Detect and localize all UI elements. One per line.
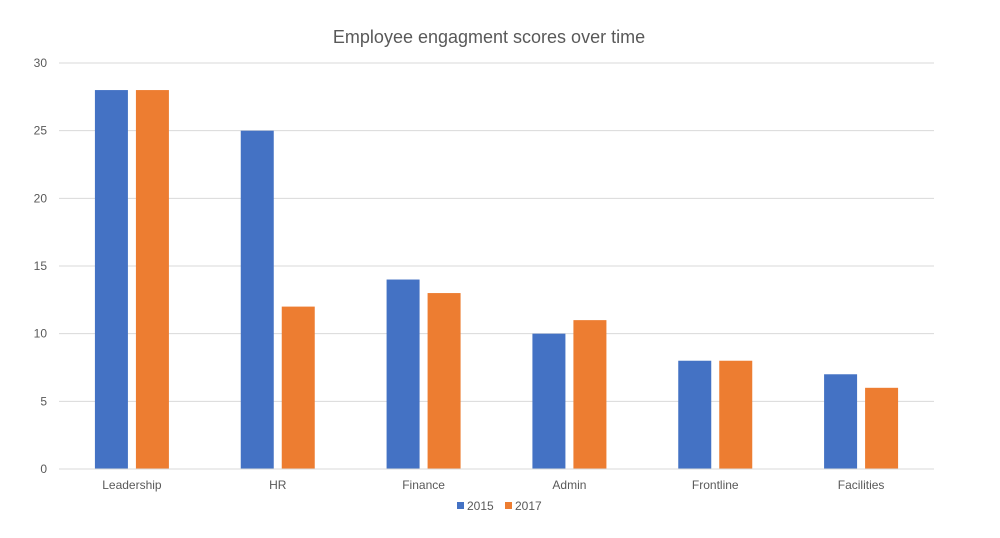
y-tick-label: 30: [34, 56, 48, 70]
category-label: HR: [269, 478, 287, 492]
bar-admin-2015: [532, 333, 566, 469]
legend: 2015 2017: [457, 499, 542, 513]
bar-hr-2015: [240, 130, 274, 469]
legend-label: 2015: [467, 499, 494, 513]
category-label: Admin: [552, 478, 586, 492]
bar-finance-2017: [427, 293, 461, 469]
y-tick-label: 0: [40, 462, 47, 476]
category-label: Finance: [402, 478, 445, 492]
y-tick-label: 10: [34, 327, 48, 341]
y-tick-label: 5: [40, 394, 47, 408]
bar-finance-2015: [386, 279, 420, 469]
y-tick-label: 25: [34, 124, 48, 138]
legend-swatch-2017: [505, 502, 512, 509]
bar-facilities-2017: [865, 387, 899, 469]
bar-frontline-2017: [719, 360, 753, 469]
y-tick-label: 20: [34, 191, 48, 205]
category-label: Leadership: [102, 478, 162, 492]
bar-leadership-2017: [135, 90, 169, 470]
category-label: Facilities: [838, 478, 885, 492]
bar-frontline-2015: [678, 360, 712, 469]
legend-label: 2017: [515, 499, 542, 513]
x-axis-categories: Leadership HR Finance Admin Frontline Facilit…: [102, 478, 884, 492]
bar-hr-2017: [281, 306, 315, 469]
bar-leadership-2015: [94, 90, 128, 470]
gridlines: [59, 62, 934, 402]
y-axis-ticks: 0 5 10 15 20 25 30: [34, 56, 48, 476]
category-label: Frontline: [692, 478, 739, 492]
bar-facilities-2015: [824, 374, 858, 469]
legend-swatch-2015: [457, 502, 464, 509]
chart-title: Employee engagment scores over time: [333, 27, 645, 47]
bars: [94, 90, 899, 470]
bar-admin-2017: [573, 320, 607, 469]
y-tick-label: 15: [34, 259, 48, 273]
